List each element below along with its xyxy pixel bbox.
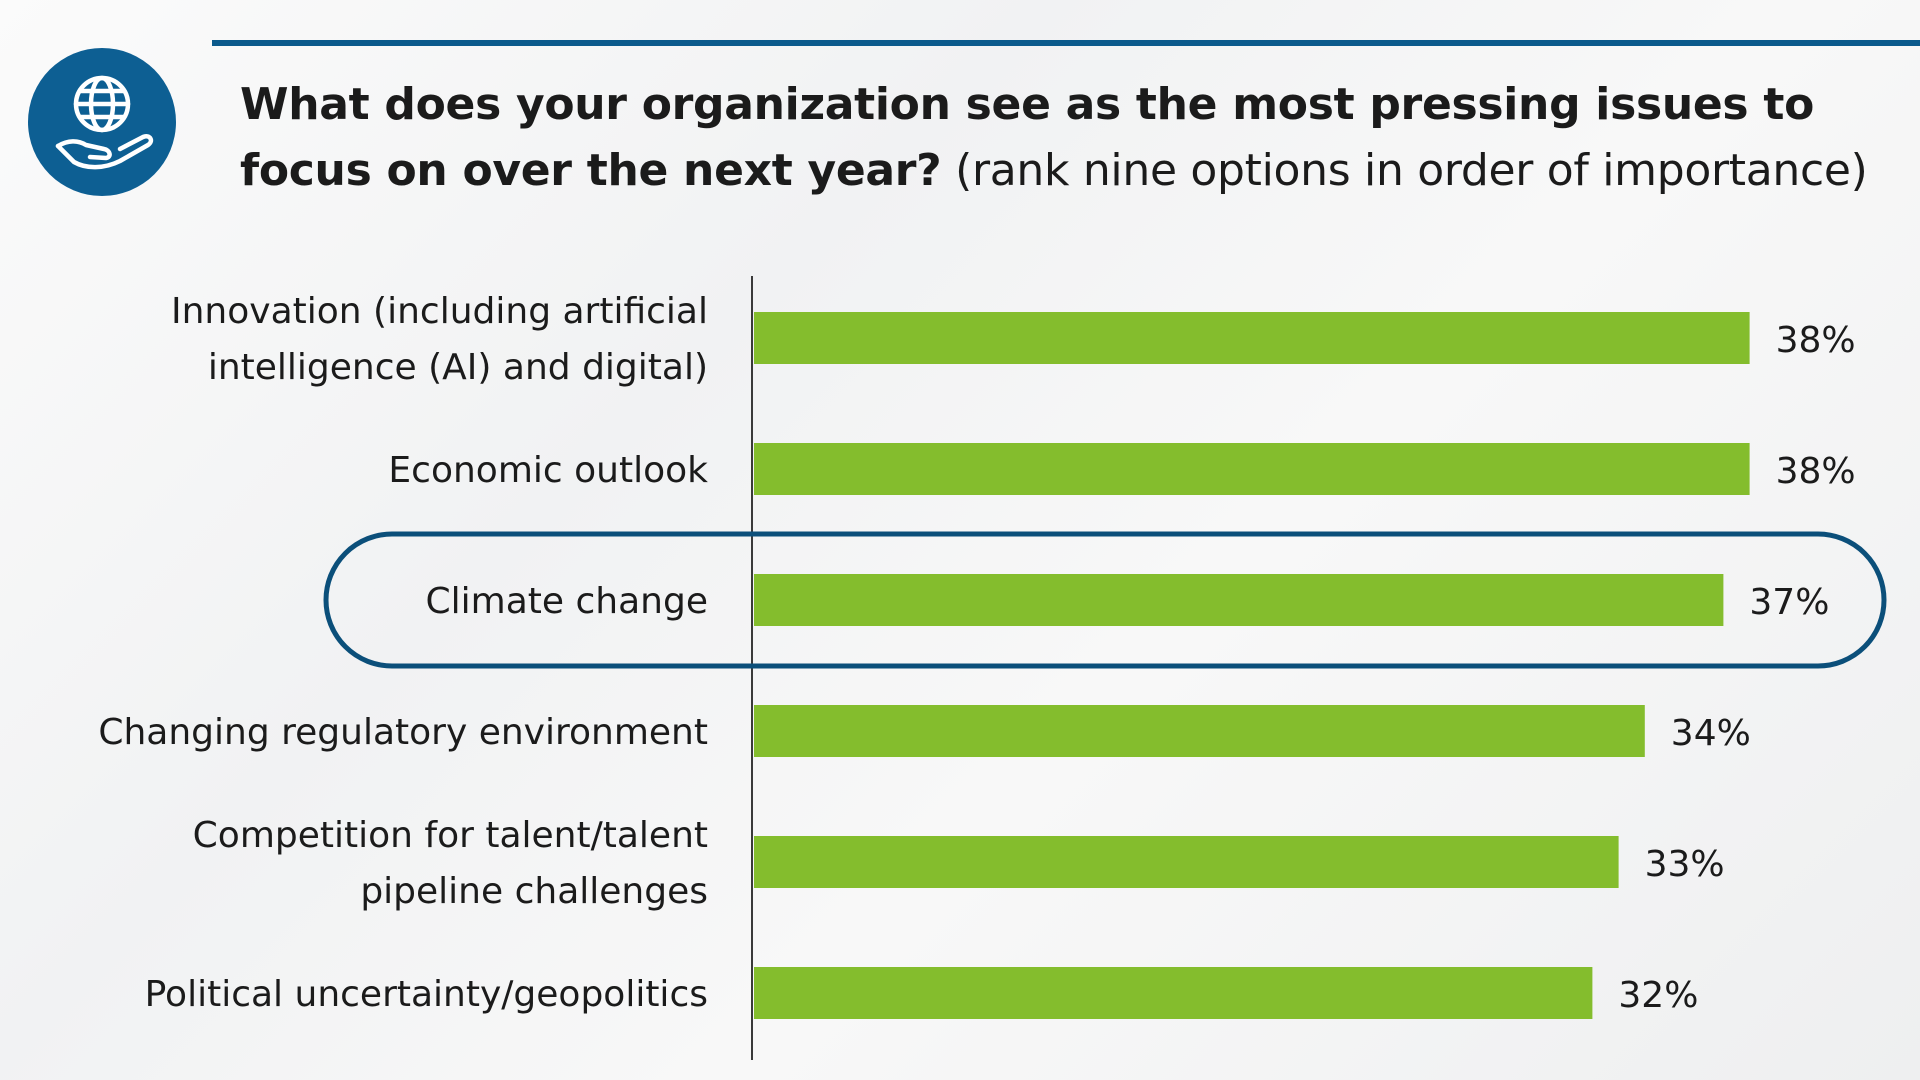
- bars-layer: [754, 312, 1750, 1019]
- header-accent-rule: [212, 40, 1920, 46]
- category-label-1-line-0: Economic outlook: [388, 450, 708, 491]
- bar-5: [754, 967, 1593, 1019]
- bar-3: [754, 705, 1645, 757]
- chart-title: What does your organization see as the m…: [240, 72, 1880, 204]
- title-question: What does your organization see as the m…: [240, 79, 1814, 196]
- labels-layer: 38% Innovation (including artificial intel…: [98, 291, 1855, 1016]
- bar-4: [754, 836, 1619, 888]
- data-label-1: 38%: [1776, 451, 1856, 492]
- climate-change-highlight-outline: [323, 531, 1887, 669]
- data-label-3: 34%: [1671, 713, 1751, 754]
- data-label-4: 33%: [1645, 844, 1725, 885]
- title-instruction: (rank nine options in order of importanc…: [955, 145, 1868, 196]
- bar-2: [754, 574, 1724, 626]
- category-label-0-line-1: intelligence (AI) and digital): [208, 347, 708, 388]
- category-label-4-line-0: Competition for talent/talent: [193, 815, 708, 856]
- category-label-0-line-0: Innovation (including artificial: [171, 291, 708, 332]
- bar-0: [754, 312, 1750, 364]
- category-label-2-line-0: Climate change: [426, 581, 708, 622]
- bar-1: [754, 443, 1750, 495]
- category-label-5-line-0: Political uncertainty/geopolitics: [145, 974, 708, 1015]
- globe-in-hand-logo: [28, 48, 176, 196]
- category-label-3-line-0: Changing regulatory environment: [98, 712, 708, 753]
- category-label-4-line-1: pipeline challenges: [360, 871, 708, 912]
- data-label-2: 37%: [1749, 582, 1829, 623]
- data-label-0: 38%: [1776, 320, 1856, 361]
- globe-in-hand-icon: [55, 75, 154, 170]
- data-label-5: 32%: [1618, 975, 1698, 1016]
